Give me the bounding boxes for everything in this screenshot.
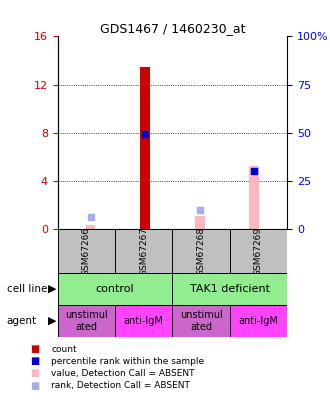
Bar bbox=[172, 229, 230, 273]
Bar bbox=[230, 229, 287, 273]
Text: TAK1 deficient: TAK1 deficient bbox=[190, 284, 270, 294]
Text: agent: agent bbox=[7, 316, 37, 326]
Bar bbox=[58, 229, 115, 273]
Bar bbox=[58, 273, 172, 305]
Text: value, Detection Call = ABSENT: value, Detection Call = ABSENT bbox=[51, 369, 195, 378]
Text: GSM67266: GSM67266 bbox=[82, 226, 91, 276]
Text: unstimul
ated: unstimul ated bbox=[65, 310, 108, 332]
Text: anti-IgM: anti-IgM bbox=[239, 316, 279, 326]
Text: ■: ■ bbox=[30, 369, 39, 378]
Text: ▶: ▶ bbox=[48, 284, 56, 294]
Bar bbox=[195, 215, 205, 229]
Text: count: count bbox=[51, 345, 77, 354]
Title: GDS1467 / 1460230_at: GDS1467 / 1460230_at bbox=[100, 22, 245, 35]
Bar bbox=[115, 305, 172, 337]
Text: unstimul
ated: unstimul ated bbox=[180, 310, 222, 332]
Text: percentile rank within the sample: percentile rank within the sample bbox=[51, 357, 204, 366]
Bar bbox=[249, 166, 259, 229]
Text: ■: ■ bbox=[30, 344, 39, 354]
Text: GSM67268: GSM67268 bbox=[197, 226, 206, 276]
Bar bbox=[58, 305, 115, 337]
Text: rank, Detection Call = ABSENT: rank, Detection Call = ABSENT bbox=[51, 381, 190, 390]
Bar bbox=[172, 273, 287, 305]
Text: GSM67269: GSM67269 bbox=[254, 226, 263, 276]
Bar bbox=[172, 305, 230, 337]
Bar bbox=[85, 225, 95, 229]
Text: cell line: cell line bbox=[7, 284, 47, 294]
Bar bbox=[140, 66, 150, 229]
Text: ■: ■ bbox=[30, 381, 39, 390]
Text: ■: ■ bbox=[30, 356, 39, 366]
Bar bbox=[230, 305, 287, 337]
Text: GSM67267: GSM67267 bbox=[139, 226, 148, 276]
Text: control: control bbox=[96, 284, 134, 294]
Bar bbox=[115, 229, 172, 273]
Text: ▶: ▶ bbox=[48, 316, 56, 326]
Text: anti-IgM: anti-IgM bbox=[124, 316, 164, 326]
